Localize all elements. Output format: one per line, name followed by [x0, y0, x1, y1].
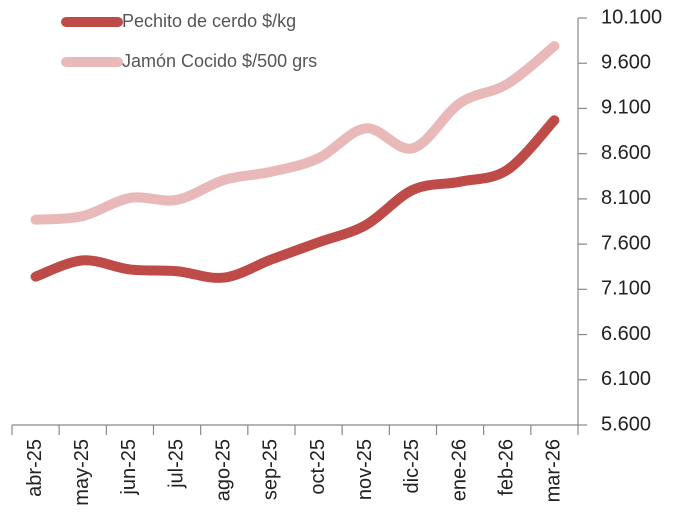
y-tick-label: 8.100 [601, 187, 651, 209]
y-tick-label: 7.600 [601, 232, 651, 254]
x-tick-label: ago-25 [213, 439, 235, 501]
x-tick-label: nov-25 [354, 439, 376, 500]
x-tick-label: oct-25 [307, 439, 329, 495]
y-tick-label: 8.600 [601, 142, 651, 164]
x-tick-label: mar-26 [543, 439, 565, 502]
x-tick-label: dic-25 [401, 439, 423, 493]
x-tick-label: jun-25 [118, 439, 140, 496]
y-tick-label: 6.600 [601, 323, 651, 345]
y-tick-label: 9.600 [601, 52, 651, 74]
x-tick-label: ene-26 [448, 439, 470, 501]
x-tick-label: sep-25 [260, 439, 282, 500]
y-tick-label: 9.100 [601, 97, 651, 119]
x-tick-label: jul-25 [165, 439, 187, 489]
x-tick-label: feb-26 [496, 439, 518, 496]
legend-label: Jamón Cocido $/500 grs [122, 51, 317, 71]
legend-label: Pechito de cerdo $/kg [122, 11, 296, 31]
y-tick-label: 7.100 [601, 278, 651, 300]
y-tick-label: 10.100 [601, 6, 662, 28]
series-line [30, 41, 560, 225]
x-tick-label: may-25 [71, 439, 93, 506]
x-tick-label: abr-25 [24, 439, 46, 497]
series-line [30, 115, 560, 283]
y-tick-label: 6.100 [601, 368, 651, 390]
y-tick-label: 5.600 [601, 413, 651, 435]
